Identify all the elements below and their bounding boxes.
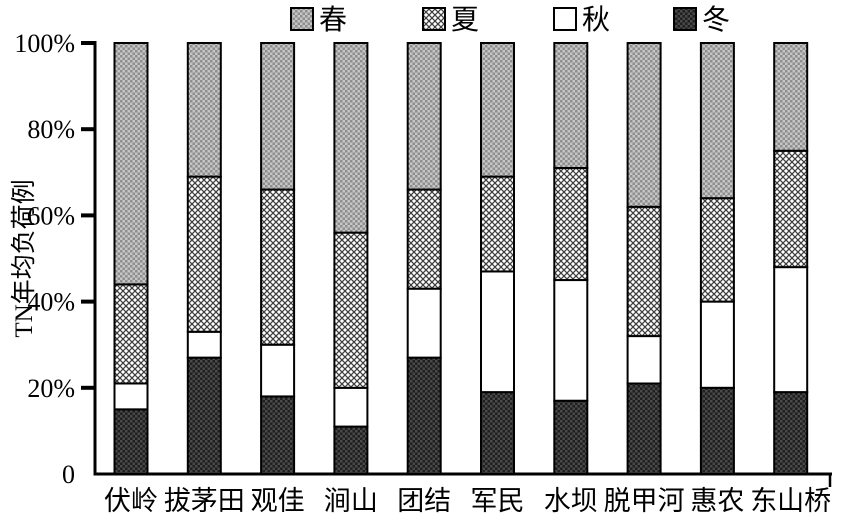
bar-segment-winter (333, 425, 369, 475)
bar-segment-spring (553, 42, 589, 169)
bar-segment-autumn (773, 266, 809, 394)
legend-item: 春 (290, 4, 347, 36)
legend: 春夏秋冬 (290, 4, 730, 36)
legend-item: 秋 (553, 4, 610, 36)
bar-segment-summer (333, 231, 369, 389)
x-axis-label: 观佳 (251, 486, 305, 516)
y-tick-label: 60% (27, 201, 75, 230)
bar-segment-summer (260, 188, 296, 346)
legend-label: 冬 (702, 4, 730, 36)
bar-segment-spring (260, 42, 296, 191)
bar-segment-winter (699, 386, 735, 475)
y-tick-label: 100% (14, 29, 75, 58)
bar-segment-summer (553, 166, 589, 282)
legend-label: 秋 (582, 4, 610, 36)
bar-segment-spring (406, 42, 442, 191)
legend-swatch-autumn (553, 7, 577, 31)
y-tick-label: 20% (27, 374, 75, 403)
y-tick-label: 0 (62, 460, 75, 489)
bar-segment-autumn (553, 279, 589, 402)
legend-item: 夏 (422, 5, 479, 36)
bar-segment-winter (186, 356, 222, 476)
bar-segment-spring (480, 42, 515, 178)
bar-segment-summer (406, 188, 442, 290)
bar-segment-spring (626, 42, 662, 208)
x-axis-label: 东山桥 (750, 486, 831, 516)
y-tick-label: 80% (27, 115, 75, 144)
x-axis-label: 脱甲河 (604, 486, 685, 516)
bar-segment-autumn (186, 330, 222, 359)
bar-segment-autumn (699, 300, 735, 389)
y-tick-label: 40% (27, 288, 75, 317)
bar-segment-winter (480, 391, 515, 475)
bar-segment-autumn (480, 270, 515, 394)
bar-segment-summer (626, 205, 662, 338)
bar-segment-winter (113, 408, 149, 476)
bar-segment-winter (773, 391, 809, 475)
bars (113, 42, 809, 476)
bar-segment-spring (699, 42, 735, 200)
x-axis-label: 军民 (471, 486, 525, 516)
bar-segment-summer (480, 175, 515, 273)
bar-segment-spring (773, 42, 809, 152)
legend-label: 春 (319, 4, 347, 36)
bar-segment-autumn (333, 386, 369, 428)
bar-segment-summer (773, 149, 809, 269)
x-axis-label: 伏岭 (104, 486, 158, 516)
bar-segment-autumn (113, 382, 149, 411)
bar-segment-spring (333, 42, 369, 234)
y-axis-title: TN年均负荷例 (10, 179, 38, 337)
axis-labels: 100% 80% 60% 40% 20% 0 伏岭 拔茅田 观佳 涧山 团结 军民 水坝 脱甲河 惠农 东山桥… (10, 29, 831, 516)
bar-segment-spring (186, 42, 222, 178)
bar-segment-summer (699, 197, 735, 303)
bar-segment-autumn (626, 335, 662, 385)
bar-segment-winter (406, 356, 442, 476)
legend-swatch-summer (422, 7, 446, 31)
x-axis-label: 拔茅田 (164, 486, 245, 516)
legend-swatch-spring (290, 7, 314, 31)
bar-segment-summer (113, 283, 149, 385)
legend-label: 夏 (451, 5, 479, 36)
bar-segment-autumn (260, 343, 296, 398)
bar-segment-winter (626, 382, 662, 475)
bar-segment-winter (260, 395, 296, 476)
bar-segment-autumn (406, 287, 442, 359)
bar-segment-spring (113, 42, 149, 286)
bar-segment-winter (553, 399, 589, 476)
x-axis-label: 水坝 (544, 486, 598, 516)
legend-item: 冬 (673, 4, 730, 36)
x-axis-label: 惠农 (690, 486, 744, 516)
x-axis-label: 涧山 (324, 486, 378, 516)
legend-swatch-winter (673, 7, 697, 31)
x-axis-label: 团结 (397, 486, 451, 516)
bar-segment-summer (186, 175, 222, 333)
